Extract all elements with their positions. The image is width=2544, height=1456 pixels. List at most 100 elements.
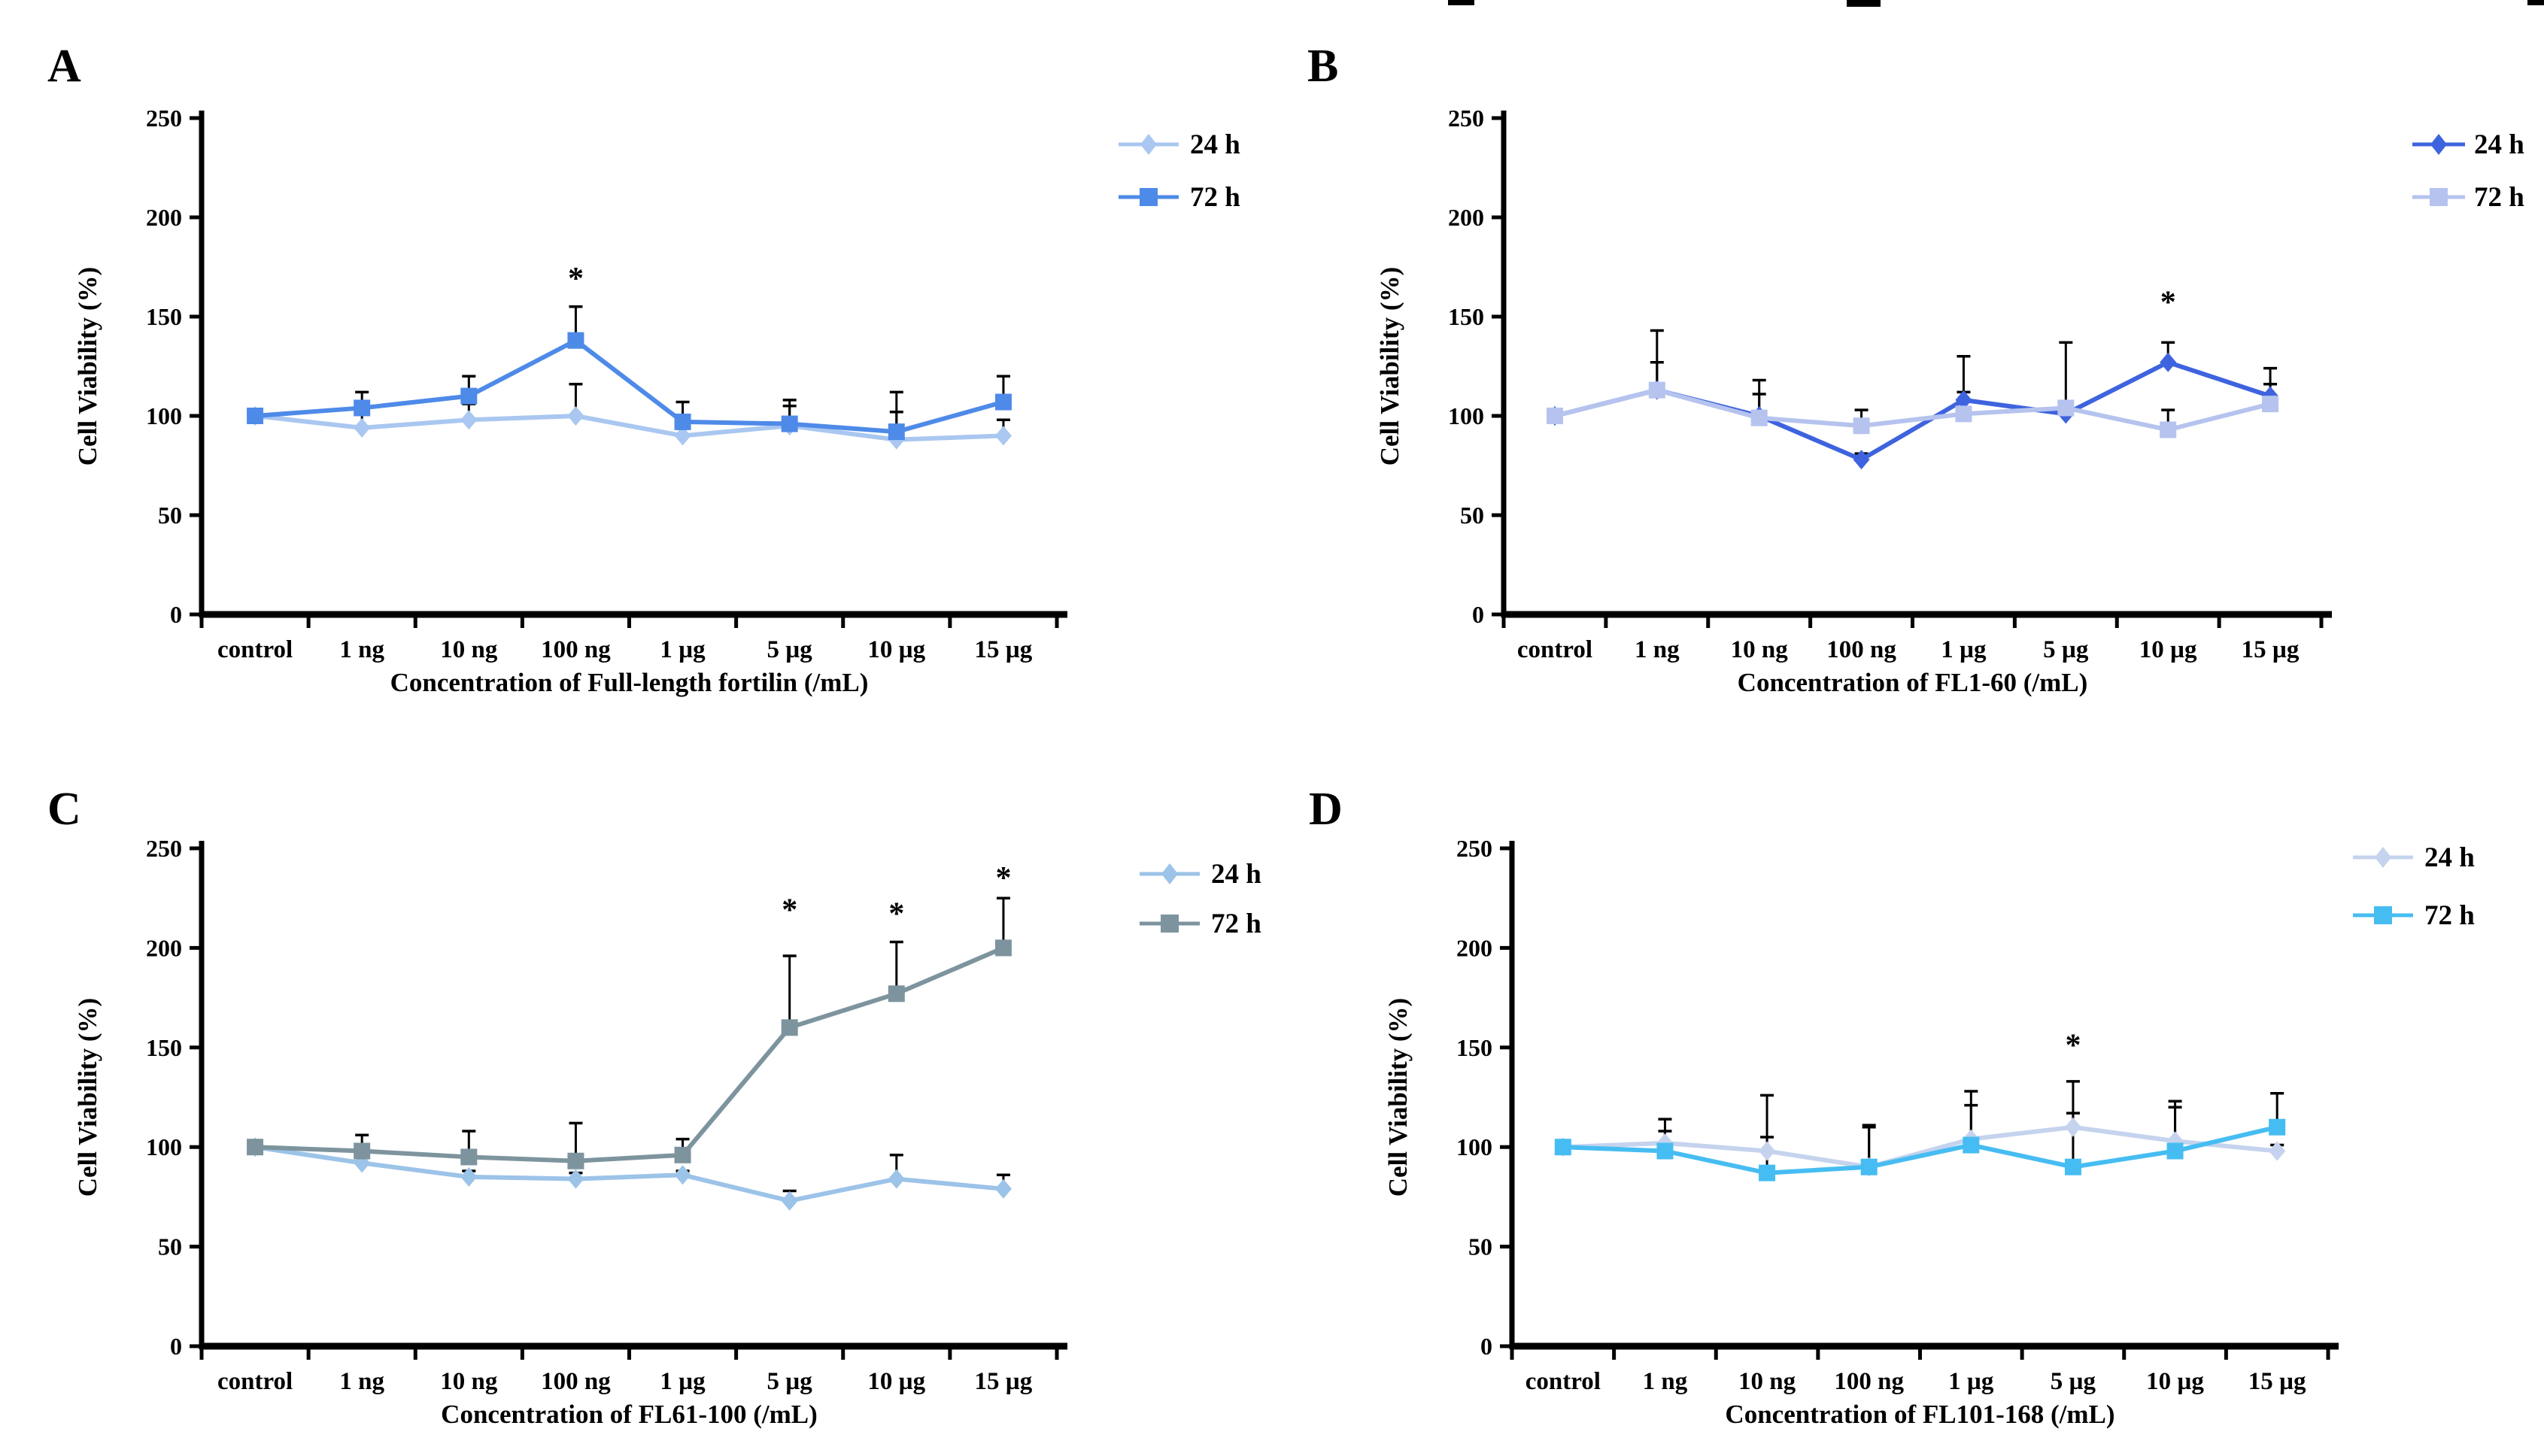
data-point-diamond (674, 1165, 691, 1185)
x-tick-label: control (217, 636, 293, 663)
x-tick-label: 10 ng (1731, 636, 1789, 663)
x-tick-label: 1 ng (339, 636, 384, 663)
x-axis-title: Concentration of FL61-100 (/mL) (441, 1400, 818, 1429)
x-tick-label: 10 ng (440, 1368, 498, 1395)
data-point-square (994, 939, 1012, 957)
y-tick-label: 0 (170, 1333, 182, 1360)
data-point-square (1554, 1139, 1571, 1156)
x-tick-label: 1 µg (660, 636, 706, 663)
y-tick-label: 50 (158, 1233, 182, 1260)
data-point-square (888, 423, 905, 441)
x-tick-label: 5 µg (2043, 636, 2089, 663)
y-tick-label: 0 (1480, 1333, 1492, 1360)
legend-label: 72 h (2424, 900, 2475, 931)
data-point-diamond (994, 1178, 1012, 1199)
data-point-square (1656, 1142, 1674, 1160)
y-tick-label: 100 (146, 402, 182, 429)
y-tick-label: 200 (146, 934, 182, 961)
x-tick-label: 10 ng (440, 636, 498, 663)
data-point-square (781, 1019, 798, 1036)
legend-marker-diamond (2375, 847, 2391, 868)
x-axis-title: Concentration of FL1-60 (/mL) (1738, 668, 2088, 697)
panel-label: A (47, 41, 81, 92)
legend-marker-diamond (1140, 134, 1157, 155)
significance-asterisk: * (2065, 1028, 2081, 1063)
x-axis-title: Concentration of Full-length fortilin (/… (390, 668, 869, 697)
chart-panel-c: C 0 50 100 150 200 250 control 1 ng 10 ng 100 ng 1 … (47, 784, 1261, 1429)
y-tick-label: 200 (146, 204, 182, 231)
x-tick-label: 15 µg (975, 1368, 1033, 1395)
data-point-square (1955, 405, 1972, 423)
series-line-24h (253, 414, 1006, 442)
y-tick-label: 0 (1472, 601, 1484, 628)
x-tick-label: 10 µg (2139, 636, 2197, 663)
panel-label: D (1309, 784, 1343, 835)
y-tick-label: 50 (1460, 502, 1484, 529)
legend-marker-square (1161, 915, 1179, 933)
x-tick-label: control (217, 1368, 293, 1395)
data-point-square (994, 393, 1012, 411)
cropped-text-fragment (1847, 0, 1881, 7)
y-tick-label: 250 (1448, 105, 1484, 132)
panel-label: C (47, 784, 81, 835)
significance-asterisk: * (782, 893, 797, 927)
data-point-diamond (1853, 450, 1870, 470)
y-tick-label: 250 (1456, 835, 1492, 862)
cropped-text-fragment (2527, 0, 2544, 5)
data-point-diamond (781, 1191, 798, 1211)
data-point-square (2166, 1142, 2184, 1160)
data-point-diamond (354, 417, 371, 438)
legend-label: 72 h (1211, 908, 1261, 939)
data-point-square (1648, 381, 1665, 399)
x-tick-label: 5 µg (767, 1368, 813, 1395)
x-tick-label: 10 µg (867, 636, 925, 663)
y-axis-title: Cell Viability (%) (1383, 998, 1413, 1197)
data-point-square (460, 387, 478, 405)
x-tick-label: 100 ng (541, 636, 611, 663)
significance-asterisk: * (995, 861, 1011, 896)
y-tick-label: 150 (146, 303, 182, 330)
data-point-diamond (567, 406, 584, 426)
data-point-square (1963, 1136, 1980, 1154)
data-point-square (354, 1142, 371, 1160)
significance-asterisk: * (2160, 286, 2176, 320)
y-tick-label: 100 (1448, 402, 1484, 429)
y-tick-label: 250 (146, 835, 182, 862)
data-point-square (781, 415, 798, 432)
data-point-diamond (994, 426, 1012, 446)
y-tick-label: 200 (1456, 934, 1492, 961)
y-tick-label: 50 (158, 502, 182, 529)
x-tick-label: control (1517, 636, 1592, 663)
data-point-square (674, 1146, 691, 1163)
cropped-text-fragment (1448, 0, 1474, 5)
legend-label: 72 h (1190, 182, 1240, 213)
data-point-diamond (1759, 1141, 1776, 1161)
chart-panel-d: D 0 50 100 150 200 250 control 1 ng 10 ng 100 ng 1 … (1309, 784, 2475, 1429)
data-point-diamond (567, 1169, 584, 1189)
y-tick-label: 50 (1468, 1233, 1492, 1260)
data-point-square (888, 985, 905, 1003)
x-axis-title: Concentration of FL101-168 (/mL) (1725, 1400, 2114, 1429)
data-point-square (247, 408, 264, 424)
legend-marker-square (2430, 188, 2448, 206)
x-tick-label: 5 µg (2051, 1368, 2096, 1395)
y-tick-label: 0 (170, 601, 182, 628)
y-tick-label: 150 (1456, 1034, 1492, 1061)
data-point-square (2160, 421, 2177, 438)
x-tick-label: 15 µg (2248, 1368, 2306, 1395)
data-point-diamond (2269, 1141, 2286, 1161)
series-line-72h (253, 338, 1006, 435)
legend-marker-diamond (2430, 134, 2447, 155)
x-tick-label: 1 µg (1948, 1368, 1994, 1395)
data-point-diamond (460, 1166, 478, 1187)
legend-marker-diamond (1161, 863, 1178, 884)
legend-marker-square (1140, 188, 1158, 206)
legend-marker-square (2374, 906, 2392, 924)
data-point-square (567, 1152, 584, 1169)
significance-asterisk: * (888, 897, 904, 932)
legend-label: 24 h (2474, 129, 2524, 160)
data-point-square (1759, 1164, 1776, 1181)
data-point-diamond (2160, 352, 2177, 372)
data-point-square (247, 1139, 264, 1156)
